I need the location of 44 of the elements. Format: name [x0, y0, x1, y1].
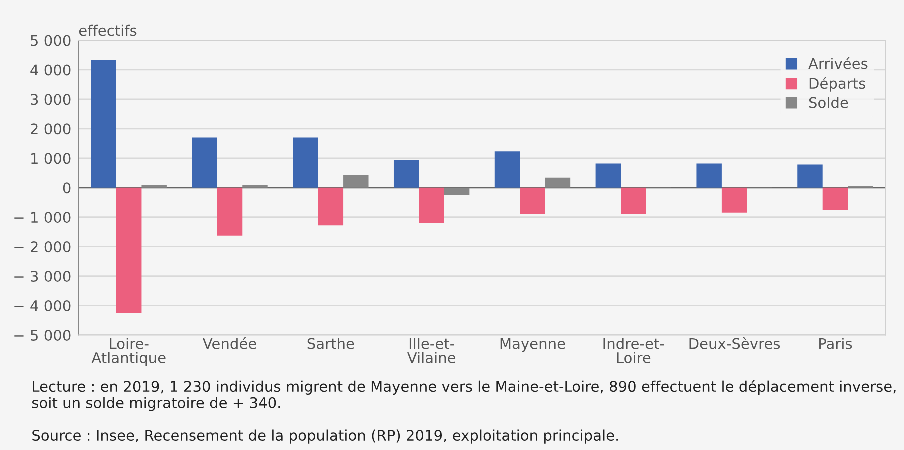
bar [91, 60, 116, 188]
x-tick-label: Paris [820, 338, 852, 350]
bar [822, 188, 848, 210]
y-tick-label: 1 000 [32, 153, 71, 164]
bar [596, 164, 622, 188]
y-tick-label: 5 000 [31, 35, 71, 46]
bar [116, 188, 142, 314]
bar [798, 164, 823, 188]
y-tick-label: 4 000 [30, 64, 71, 76]
legend-label: Arrivées [808, 57, 868, 70]
x-tick-label: Sarthe [308, 338, 354, 350]
x-tick-label: Vendée [202, 337, 256, 350]
bar [696, 164, 722, 188]
bar [444, 188, 470, 196]
y-tick-label: − 1 000 [14, 212, 71, 224]
y-tick-label: − 3 000 [14, 271, 71, 282]
legend-label: Départs [810, 77, 866, 92]
y-tick-label: 0 [63, 182, 71, 194]
x-tick-label: Loire- Atlantique [92, 338, 166, 366]
x-tick-label: Mayenne [500, 338, 566, 352]
y-tick-label: − 2 000 [14, 242, 71, 253]
bar [192, 138, 218, 188]
y-tick-label: − 4 000 [14, 300, 71, 312]
bar [394, 160, 420, 188]
y-tick-label: 3 000 [31, 94, 71, 106]
legend-label: Solde [809, 97, 848, 108]
bar [520, 188, 546, 214]
bar [344, 175, 369, 188]
bar [318, 188, 344, 226]
bar [293, 138, 318, 188]
bar [217, 188, 243, 236]
x-tick-label: Indre-et- Loire [604, 338, 664, 364]
y-tick-label: 2 000 [31, 124, 71, 135]
bar [621, 188, 646, 214]
y-tick-label: − 5 000 [14, 330, 71, 341]
y-axis-title: effectifs [79, 24, 137, 36]
text: Lecture : en 2019, 1 230 individus migrent de Mayenne vers le Maine-et-Loire, 890 effectuent le déplacement inverse, soit un solde migratoire de + 340. [32, 380, 896, 412]
bar [722, 188, 748, 213]
source-note: Source : Insee, Recensement de la population (RP) 2019, exploitation principale. [32, 430, 618, 444]
x-tick-label: Deux-Sèvres [690, 337, 780, 350]
x-tick-label: Ille-et- Vilaine [407, 338, 456, 364]
bar [494, 152, 520, 188]
bar [545, 178, 571, 188]
bar [419, 188, 444, 224]
